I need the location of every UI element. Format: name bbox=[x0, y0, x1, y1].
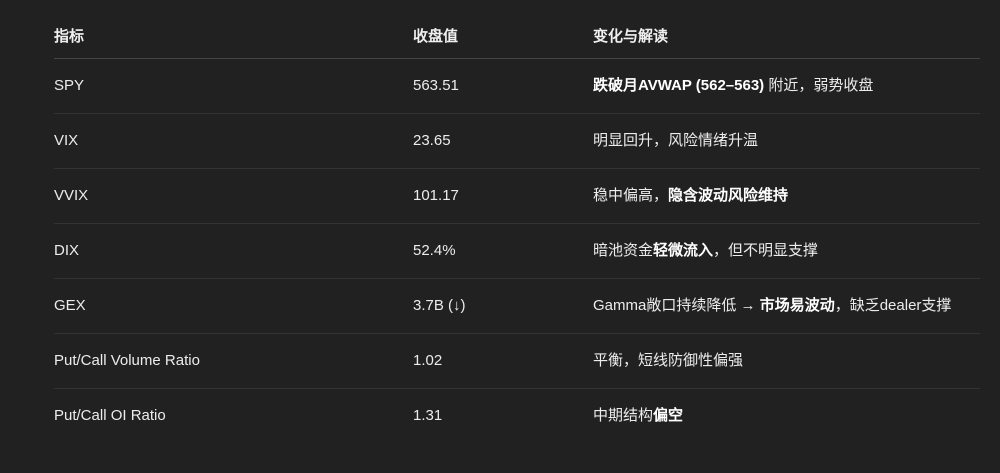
metric-name: SPY bbox=[54, 58, 413, 114]
table-header-row: 指标 收盘值 变化与解读 bbox=[54, 12, 980, 59]
metric-name: DIX bbox=[54, 223, 413, 279]
text-segment: Gamma敞口持续降低 → bbox=[593, 297, 760, 314]
bold-text: 隐含波动风险维持 bbox=[668, 187, 789, 204]
table-row: GEX 3.7B (↓) Gamma敞口持续降低 → 市场易波动，缺乏dealer支… bbox=[54, 278, 980, 334]
close-value: 23.65 bbox=[413, 113, 593, 169]
text-segment: ，但不明显支撑 bbox=[713, 242, 819, 259]
close-value: 52.4% bbox=[413, 223, 593, 279]
close-value: 3.7B (↓) bbox=[413, 278, 593, 334]
interpretation-cell: 跌破月AVWAP (562–563) 附近，弱势收盘 bbox=[593, 58, 980, 114]
interpretation-cell: 中期结构偏空 bbox=[593, 389, 980, 444]
table-row: Put/Call Volume Ratio 1.02 平衡，短线防御性偏强 bbox=[54, 333, 980, 389]
metric-name: VVIX bbox=[54, 168, 413, 224]
text-segment: 附近，弱势收盘 bbox=[764, 77, 874, 94]
metric-name: VIX bbox=[54, 113, 413, 169]
close-value: 1.02 bbox=[413, 333, 593, 389]
metric-name: GEX bbox=[54, 278, 413, 334]
interpretation-cell: 稳中偏高，隐含波动风险维持 bbox=[593, 168, 980, 224]
text-segment: ，缺乏dealer支撑 bbox=[834, 297, 952, 314]
metric-name: Put/Call Volume Ratio bbox=[54, 333, 413, 389]
bold-text: 偏空 bbox=[653, 407, 684, 424]
close-value: 563.51 bbox=[413, 58, 593, 114]
interpretation-cell: 明显回升，风险情绪升温 bbox=[593, 113, 980, 169]
text-segment: 明显回升，风险情绪升温 bbox=[593, 132, 759, 149]
interpretation-cell: 平衡，短线防御性偏强 bbox=[593, 333, 980, 389]
metric-name: Put/Call OI Ratio bbox=[54, 407, 166, 424]
interpretation-cell: 暗池资金轻微流入，但不明显支撑 bbox=[593, 223, 980, 279]
bold-text: 市场易波动 bbox=[759, 297, 835, 314]
text-segment: 平衡，短线防御性偏强 bbox=[593, 352, 744, 369]
text-segment: 中期结构 bbox=[593, 407, 654, 424]
header-interpretation: 变化与解读 bbox=[593, 12, 980, 59]
header-close-value: 收盘值 bbox=[413, 12, 593, 59]
interpretation-cell: Gamma敞口持续降低 → 市场易波动，缺乏dealer支撑 bbox=[593, 278, 980, 334]
text-segment: 稳中偏高， bbox=[593, 187, 669, 204]
text-segment: 暗池资金 bbox=[593, 242, 654, 259]
close-value: 101.17 bbox=[413, 168, 593, 224]
table-row: Put/Call OI Ratio 1.31 中期结构偏空 bbox=[54, 389, 980, 444]
bold-text: 跌破月AVWAP (562–563) bbox=[593, 77, 765, 94]
bold-text: 轻微流入 bbox=[653, 242, 714, 259]
close-value: 1.31 bbox=[413, 407, 443, 424]
table-row: VIX 23.65 明显回升，风险情绪升温 bbox=[54, 113, 980, 169]
header-metric: 指标 bbox=[54, 12, 413, 59]
table-row: VVIX 101.17 稳中偏高，隐含波动风险维持 bbox=[54, 168, 980, 224]
table-row: DIX 52.4% 暗池资金轻微流入，但不明显支撑 bbox=[54, 223, 980, 279]
metrics-table: 指标 收盘值 变化与解读 SPY 563.51 跌破月AVWAP (562–563)… bbox=[54, 12, 980, 443]
table-row: SPY 563.51 跌破月AVWAP (562–563) 附近，弱势收盘 bbox=[54, 58, 980, 114]
